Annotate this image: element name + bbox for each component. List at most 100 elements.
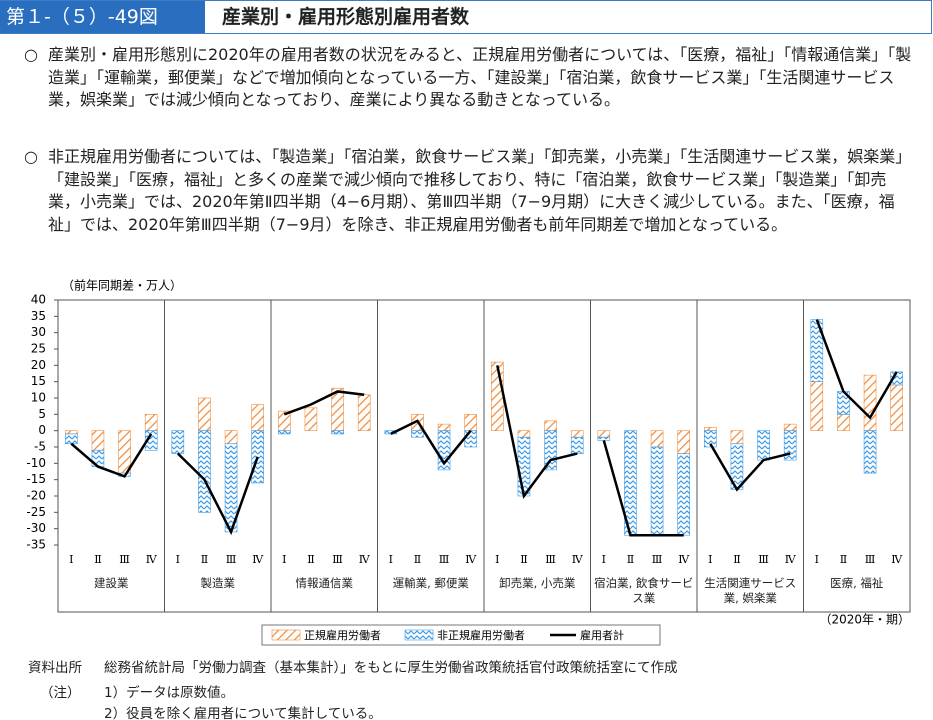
group-label: 医療, 福祉 <box>830 576 884 590</box>
x-tick-label: Ⅱ <box>840 553 847 566</box>
bar <box>863 374 877 431</box>
source-label: 資料出所 <box>28 660 82 676</box>
x-tick-label: Ⅲ <box>865 553 876 566</box>
x-tick-label: Ⅱ <box>733 553 740 566</box>
x-tick-label: Ⅰ <box>495 553 499 566</box>
legend-label: 雇用者計 <box>580 628 624 642</box>
bar <box>837 414 850 431</box>
bar <box>411 430 424 438</box>
bar <box>304 407 318 431</box>
x-tick-label: Ⅲ <box>545 553 556 566</box>
x-tick-label: Ⅲ <box>332 553 343 566</box>
bar <box>65 433 78 445</box>
x-tick-label: Ⅲ <box>652 553 663 566</box>
total-line <box>602 440 684 537</box>
x-tick-label: Ⅱ <box>520 553 527 566</box>
total-line <box>709 443 791 492</box>
bullet: ○ <box>24 147 38 166</box>
legend-label: 正規雇用労働者 <box>304 628 381 642</box>
bar <box>144 414 158 431</box>
x-tick-label: Ⅰ <box>282 553 286 566</box>
y-tick-label: 5 <box>38 407 46 421</box>
note-item: 1）データは原数値。 <box>104 685 235 701</box>
paragraph-text: 産業別・雇用形態別に2020年の雇用者数の状況をみると、正規雇用労働者については… <box>48 45 912 109</box>
legend-swatch <box>404 629 434 641</box>
y-axis-label: （前年同期差・万人） <box>62 278 182 293</box>
y-tick-label: 20 <box>31 358 46 372</box>
x-tick-label: Ⅲ <box>119 553 130 566</box>
legend-box <box>261 624 661 646</box>
x-tick-label: Ⅳ <box>465 553 477 566</box>
x-note: （2020年・期） <box>819 613 910 627</box>
bar <box>570 436 584 454</box>
bar <box>757 430 770 461</box>
group-label: 宿泊業, 飲食サービス業 <box>594 576 694 605</box>
bar <box>91 430 105 451</box>
y-tick-label: 40 <box>31 293 46 307</box>
group-label: 生活関連サービス業, 娯楽業 <box>704 576 797 605</box>
y-tick-label: -5 <box>34 440 46 454</box>
y-tick-label: -35 <box>26 538 46 552</box>
bar <box>810 381 824 431</box>
paragraph: ○ 非正規雇用労働者については、「製造業」「宿泊業，飲食サービス業」「卸売業，小売… <box>24 146 914 236</box>
paragraph-text: 非正規雇用労働者については、「製造業」「宿泊業，飲食サービス業」「卸売業，小売業… <box>48 147 912 234</box>
total-line <box>390 419 472 466</box>
legend-swatch <box>271 629 301 641</box>
bar <box>650 446 664 536</box>
bar <box>331 430 344 435</box>
x-tick-label: Ⅲ <box>226 553 237 566</box>
x-tick-label: Ⅳ <box>891 553 903 566</box>
paragraph: ○ 産業別・雇用形態別に2020年の雇用者数の状況をみると、正規雇用労働者について… <box>24 44 914 112</box>
figure-number: 第１-（５）-49図 <box>0 1 205 33</box>
bar <box>65 430 78 435</box>
y-tick-label: 10 <box>31 391 46 405</box>
bar <box>677 453 690 536</box>
y-tick-label: 0 <box>38 423 46 437</box>
bar <box>863 430 877 474</box>
x-tick-label: Ⅰ <box>708 553 712 566</box>
x-tick-label: Ⅰ <box>815 553 819 566</box>
group-label: 情報通信業 <box>295 576 354 590</box>
y-tick-label: 30 <box>31 325 46 339</box>
y-tick-label: -15 <box>26 472 46 486</box>
legend-label: 非正規雇用労働者 <box>437 628 525 642</box>
x-tick-label: Ⅲ <box>758 553 769 566</box>
bar <box>597 430 611 438</box>
bullet: ○ <box>24 45 38 64</box>
bar <box>198 397 211 431</box>
x-tick-label: Ⅲ <box>439 553 450 566</box>
y-tick-label: 15 <box>31 374 46 388</box>
x-tick-label: Ⅳ <box>678 553 690 566</box>
bar <box>464 430 477 448</box>
y-tick-label: 35 <box>31 309 46 323</box>
bar <box>224 430 238 445</box>
bar <box>118 430 131 474</box>
bar <box>491 361 504 431</box>
bar <box>890 384 903 431</box>
x-tick-label: Ⅰ <box>602 553 606 566</box>
source-text: 総務省統計局「労働力調査（基本集計）」をもとに厚生労働省政策統括官付政策統括室に… <box>104 660 678 676</box>
note-label: （注） <box>40 685 81 701</box>
total-line <box>815 319 898 420</box>
x-tick-label: Ⅰ <box>69 553 73 566</box>
y-tick-label: -25 <box>26 505 46 519</box>
group-label: 製造業 <box>200 576 236 590</box>
group-label: 卸売業, 小売業 <box>499 576 576 590</box>
note-item: 2）役員を除く雇用者について集計している。 <box>104 706 382 720</box>
x-tick-label: Ⅰ <box>176 553 180 566</box>
bar <box>704 427 717 431</box>
x-tick-label: Ⅳ <box>785 553 797 566</box>
y-tick-label: -10 <box>26 456 46 470</box>
bar <box>783 430 797 461</box>
x-tick-label: Ⅳ <box>572 553 584 566</box>
x-tick-label: Ⅱ <box>201 553 208 566</box>
x-tick-label: Ⅱ <box>307 553 314 566</box>
bar <box>144 430 158 451</box>
figure-title: 産業別・雇用形態別雇用者数 <box>222 6 470 28</box>
bar <box>704 430 717 448</box>
header: 第１-（５）-49図 産業別・雇用形態別雇用者数 <box>0 0 932 34</box>
x-tick-label: Ⅰ <box>389 553 393 566</box>
bar <box>677 430 690 454</box>
